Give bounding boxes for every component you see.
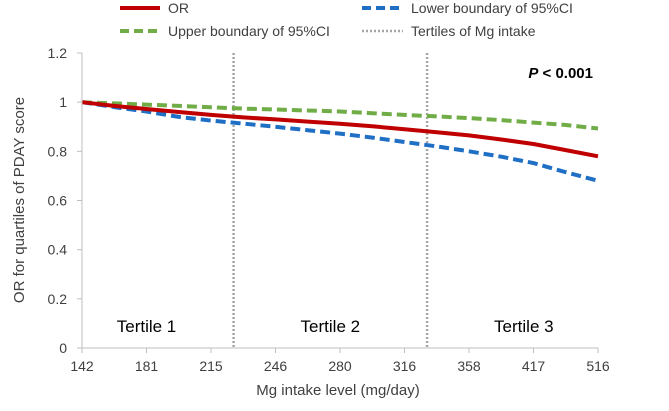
tertile-label: Tertile 2 [301, 317, 361, 336]
y-tick-label: 0.8 [48, 143, 68, 159]
tertile-label: Tertile 1 [117, 317, 177, 336]
x-tick-label: 358 [457, 358, 481, 374]
y-tick-label: 0.2 [48, 291, 68, 307]
series-line-lower [81, 100, 599, 183]
y-tick-label: 0 [59, 340, 67, 356]
y-tick-label: 0.6 [48, 193, 68, 209]
legend-label-upper: Upper boundary of 95%CI [168, 23, 330, 39]
x-tick-label: 417 [522, 358, 546, 374]
x-tick-label: 316 [393, 358, 417, 374]
series-line-or [81, 100, 599, 159]
p-value-italic: P [528, 65, 539, 82]
x-tick-label: 142 [70, 358, 94, 374]
legend-label-or: OR [168, 0, 189, 16]
x-tick-label: 280 [328, 358, 352, 374]
x-axis-label: Mg intake level (mg/day) [256, 382, 419, 399]
legend-label-lower: Lower boundary of 95%CI [411, 0, 573, 16]
x-tick-label: 516 [586, 358, 610, 374]
p-value-annotation: P < 0.001 [528, 65, 593, 82]
y-axis-label: OR for quartiles of PDAY score [11, 97, 28, 303]
x-tick-label: 215 [199, 358, 223, 374]
y-tick-label: 1 [59, 94, 67, 110]
p-value-text: < 0.001 [538, 65, 593, 82]
series-line-upper [81, 100, 599, 131]
tertile-label: Tertile 3 [494, 317, 554, 336]
x-tick-label: 246 [264, 358, 288, 374]
legend: OR Lower boundary of 95%CI Upper boundar… [120, 0, 573, 39]
legend-label-tertile: Tertiles of Mg intake [411, 23, 536, 39]
y-tick-label: 0.4 [48, 242, 68, 258]
y-tick-label: 1.2 [48, 45, 68, 61]
x-tick-label: 181 [135, 358, 159, 374]
